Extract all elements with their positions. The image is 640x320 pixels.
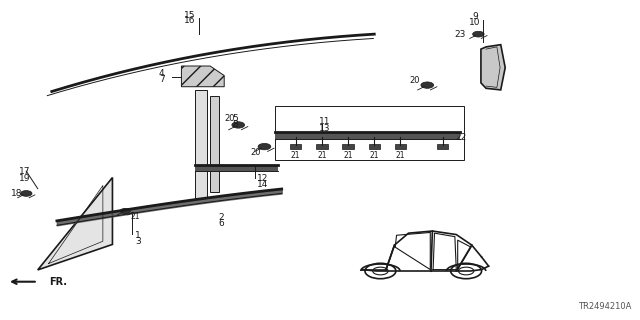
Text: TR2494210A: TR2494210A xyxy=(579,302,632,311)
Text: 8: 8 xyxy=(232,120,238,130)
Text: 7: 7 xyxy=(159,75,164,84)
Text: 17: 17 xyxy=(19,167,31,176)
Bar xyxy=(275,106,464,160)
Text: 15: 15 xyxy=(184,11,195,20)
Text: 21: 21 xyxy=(317,151,326,160)
Circle shape xyxy=(232,122,244,128)
Text: 21: 21 xyxy=(369,151,379,160)
Polygon shape xyxy=(38,178,113,270)
Text: 12: 12 xyxy=(257,174,268,183)
Bar xyxy=(195,165,278,171)
Text: 14: 14 xyxy=(257,180,268,189)
Bar xyxy=(195,90,207,198)
Circle shape xyxy=(472,31,484,37)
Text: 18: 18 xyxy=(11,189,22,198)
Text: 6: 6 xyxy=(219,219,225,228)
Bar xyxy=(342,144,354,148)
Bar xyxy=(316,144,328,148)
Bar xyxy=(437,144,449,148)
Circle shape xyxy=(20,191,32,196)
Text: 16: 16 xyxy=(184,16,195,25)
Circle shape xyxy=(421,82,434,88)
Text: 20: 20 xyxy=(409,76,420,85)
Text: 4: 4 xyxy=(159,69,164,78)
Bar xyxy=(369,144,380,148)
Text: FR.: FR. xyxy=(49,277,67,287)
Text: 23: 23 xyxy=(454,30,466,39)
Polygon shape xyxy=(181,66,224,87)
Text: 21: 21 xyxy=(343,151,353,160)
Text: 11: 11 xyxy=(319,117,330,126)
Text: 20: 20 xyxy=(251,148,261,157)
Text: 20: 20 xyxy=(224,114,235,123)
Bar xyxy=(210,96,219,192)
Polygon shape xyxy=(481,45,505,90)
Bar xyxy=(275,132,461,139)
Text: 5: 5 xyxy=(232,114,238,123)
Circle shape xyxy=(258,143,271,150)
Circle shape xyxy=(120,208,131,213)
Text: 1: 1 xyxy=(135,231,141,240)
Text: 21: 21 xyxy=(131,212,140,221)
Text: 2: 2 xyxy=(219,213,225,222)
Text: 3: 3 xyxy=(135,237,141,246)
Text: 21: 21 xyxy=(291,151,301,160)
Bar xyxy=(395,144,406,148)
Text: 9: 9 xyxy=(472,12,478,21)
Text: 13: 13 xyxy=(319,124,330,132)
Text: 10: 10 xyxy=(469,18,481,27)
Text: 21: 21 xyxy=(396,151,405,160)
Text: 19: 19 xyxy=(19,174,31,183)
Text: 22: 22 xyxy=(455,133,466,142)
Bar xyxy=(290,144,301,148)
